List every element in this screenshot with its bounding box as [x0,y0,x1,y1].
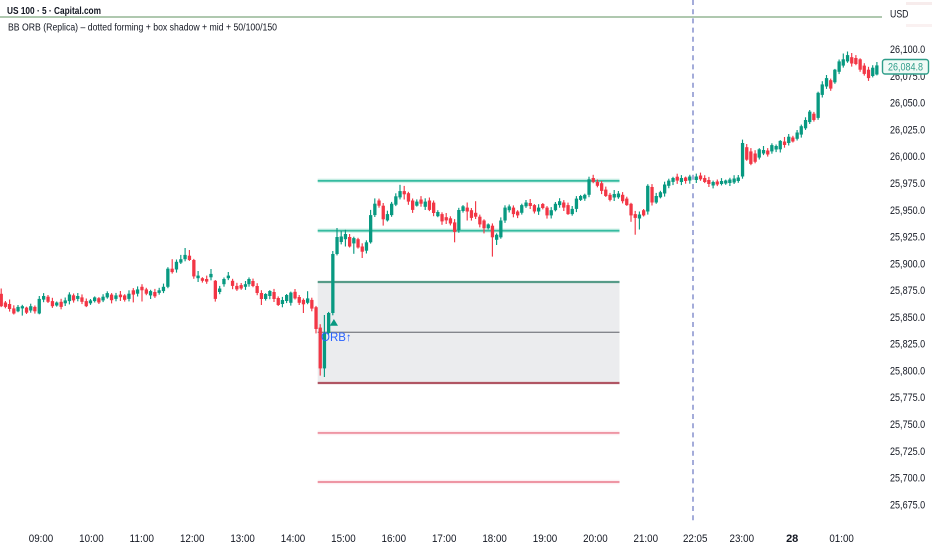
svg-text:BB ORB (Replica) – dotted form: BB ORB (Replica) – dotted forming + box … [8,23,277,34]
svg-text:12:00: 12:00 [180,533,205,545]
svg-text:09:00: 09:00 [29,533,54,545]
svg-text:23:00: 23:00 [730,533,755,545]
svg-text:17:00: 17:00 [432,533,457,545]
svg-text:26,084.8: 26,084.8 [888,62,923,74]
svg-text:21:00: 21:00 [634,533,659,545]
svg-text:16:00: 16:00 [382,533,407,545]
svg-text:28: 28 [786,533,798,545]
svg-text:13:00: 13:00 [230,533,255,545]
svg-text:25,975.0: 25,975.0 [890,178,925,190]
svg-text:19:00: 19:00 [533,533,558,545]
svg-text:26,000.0: 26,000.0 [890,151,925,163]
svg-text:25,750.0: 25,750.0 [890,419,925,431]
svg-text:26,100.0: 26,100.0 [890,44,925,56]
svg-text:25,925.0: 25,925.0 [890,232,925,244]
svg-text:26,050.0: 26,050.0 [890,98,925,110]
svg-text:25,725.0: 25,725.0 [890,446,925,458]
svg-text:25,675.0: 25,675.0 [890,499,925,511]
svg-text:01:00: 01:00 [829,533,854,545]
svg-text:US 100 · 5 · Capital.com: US 100 · 5 · Capital.com [7,6,101,17]
svg-text:20:00: 20:00 [583,533,608,545]
svg-text:25,700.0: 25,700.0 [890,473,925,485]
svg-text:ORB↑: ORB↑ [321,332,352,344]
svg-text:22:05: 22:05 [683,533,708,545]
svg-text:18:00: 18:00 [482,533,507,545]
svg-text:15:00: 15:00 [331,533,356,545]
svg-text:11:00: 11:00 [130,533,155,545]
svg-text:25,950.0: 25,950.0 [890,205,925,217]
svg-text:25,850.0: 25,850.0 [890,312,925,324]
svg-text:25,775.0: 25,775.0 [890,392,925,404]
svg-text:14:00: 14:00 [281,533,306,545]
svg-text:10:00: 10:00 [79,533,104,545]
svg-text:25,900.0: 25,900.0 [890,258,925,270]
svg-text:USD: USD [890,9,909,21]
svg-text:25,875.0: 25,875.0 [890,285,925,297]
svg-text:26,025.0: 26,025.0 [890,124,925,136]
svg-text:25,825.0: 25,825.0 [890,339,925,351]
svg-text:25,800.0: 25,800.0 [890,366,925,378]
